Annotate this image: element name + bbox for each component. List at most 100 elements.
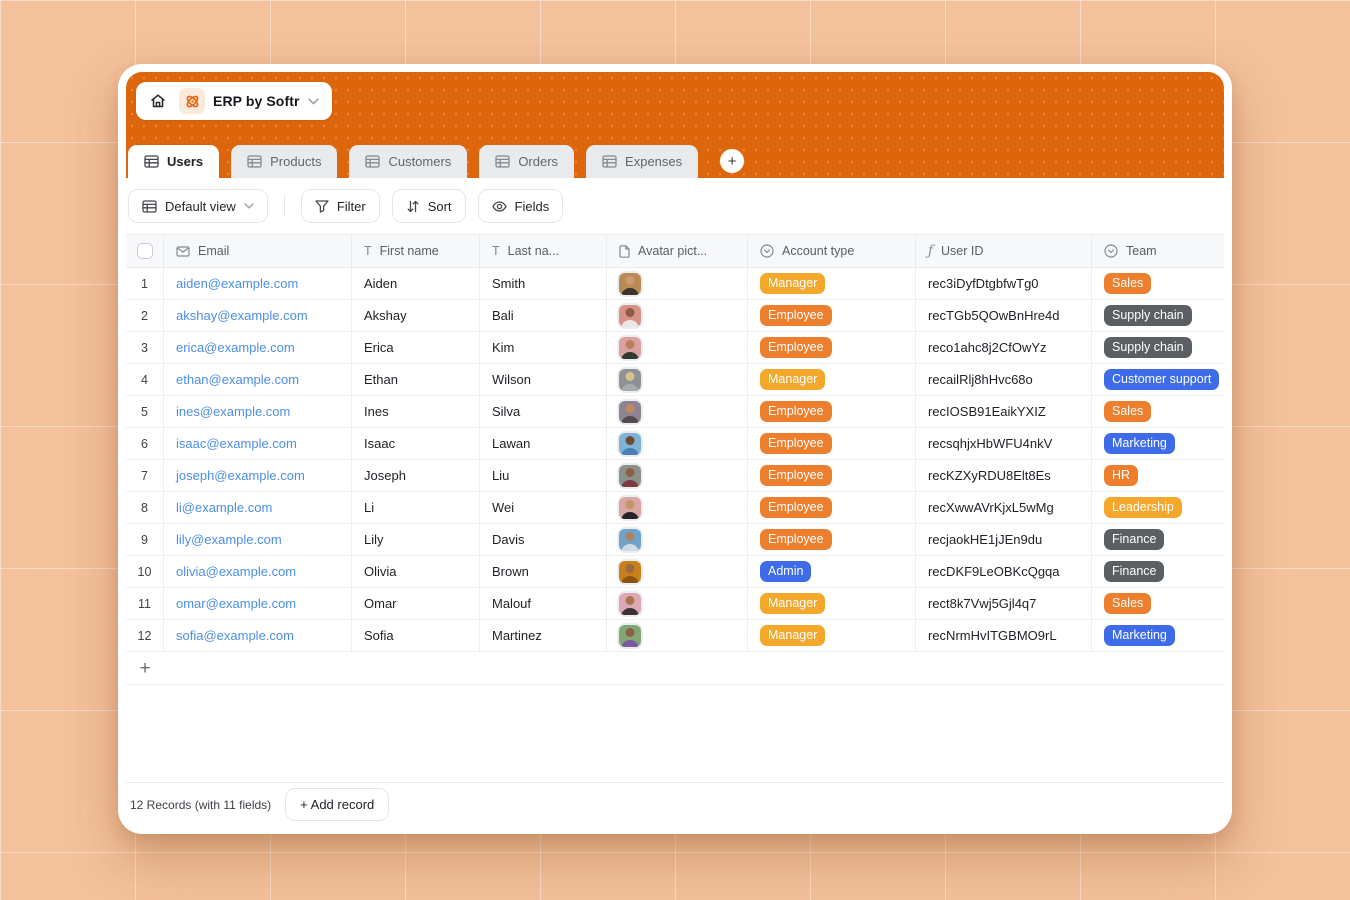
user-id-cell[interactable]: recNrmHvITGBMO9rL xyxy=(916,620,1092,651)
app-select[interactable]: ERP by Softr xyxy=(179,88,319,114)
user-id-cell[interactable]: recXwwAVrKjxL5wMg xyxy=(916,492,1092,523)
row-number-cell[interactable]: 3 xyxy=(126,332,164,363)
account-type-cell[interactable]: Employee xyxy=(748,428,916,459)
email-cell[interactable]: aiden@example.com xyxy=(164,268,352,299)
filter-button[interactable]: Filter xyxy=(300,189,380,223)
team-cell[interactable]: Finance xyxy=(1092,556,1224,587)
email-link[interactable]: li@example.com xyxy=(176,500,273,515)
team-cell[interactable]: Leadership xyxy=(1092,492,1224,523)
first-name-cell[interactable]: Olivia xyxy=(352,556,480,587)
home-button[interactable] xyxy=(147,90,169,112)
add-row-button[interactable]: + xyxy=(126,652,1224,685)
email-cell[interactable]: akshay@example.com xyxy=(164,300,352,331)
add-record-button[interactable]: + Add record xyxy=(285,788,390,821)
first-name-cell[interactable]: Omar xyxy=(352,588,480,619)
team-cell[interactable]: Supply chain xyxy=(1092,332,1224,363)
last-name-cell[interactable]: Smith xyxy=(480,268,607,299)
avatar-cell[interactable] xyxy=(607,364,748,395)
row-number-cell[interactable]: 1 xyxy=(126,268,164,299)
user-id-cell[interactable]: rect8k7Vwj5Gjl4q7 xyxy=(916,588,1092,619)
email-link[interactable]: ines@example.com xyxy=(176,404,291,419)
last-name-cell[interactable]: Kim xyxy=(480,332,607,363)
email-link[interactable]: omar@example.com xyxy=(176,596,297,611)
column-header-user-id[interactable]: ƒ User ID xyxy=(916,235,1092,267)
email-cell[interactable]: lily@example.com xyxy=(164,524,352,555)
column-header-email[interactable]: Email xyxy=(164,235,352,267)
sort-button[interactable]: Sort xyxy=(391,189,466,223)
select-all-checkbox[interactable] xyxy=(136,243,153,259)
email-cell[interactable]: isaac@example.com xyxy=(164,428,352,459)
account-type-cell[interactable]: Employee xyxy=(748,332,916,363)
team-cell[interactable]: Marketing xyxy=(1092,620,1224,651)
row-number-cell[interactable]: 7 xyxy=(126,460,164,491)
row-number-cell[interactable]: 2 xyxy=(126,300,164,331)
last-name-cell[interactable]: Davis xyxy=(480,524,607,555)
email-cell[interactable]: omar@example.com xyxy=(164,588,352,619)
column-header-account-type[interactable]: Account type xyxy=(748,235,916,267)
row-number-cell[interactable]: 4 xyxy=(126,364,164,395)
avatar-cell[interactable] xyxy=(607,492,748,523)
account-type-cell[interactable]: Employee xyxy=(748,396,916,427)
email-cell[interactable]: olivia@example.com xyxy=(164,556,352,587)
email-cell[interactable]: ines@example.com xyxy=(164,396,352,427)
email-cell[interactable]: li@example.com xyxy=(164,492,352,523)
column-header-last-name[interactable]: T Last na... xyxy=(480,235,607,267)
user-id-cell[interactable]: recIOSB91EaikYXIZ xyxy=(916,396,1092,427)
account-type-cell[interactable]: Manager xyxy=(748,620,916,651)
first-name-cell[interactable]: Aiden xyxy=(352,268,480,299)
column-header-team[interactable]: Team xyxy=(1092,235,1224,267)
team-cell[interactable]: Finance xyxy=(1092,524,1224,555)
last-name-cell[interactable]: Martinez xyxy=(480,620,607,651)
last-name-cell[interactable]: Malouf xyxy=(480,588,607,619)
email-link[interactable]: olivia@example.com xyxy=(176,564,297,579)
last-name-cell[interactable]: Silva xyxy=(480,396,607,427)
user-id-cell[interactable]: recTGb5QOwBnHre4d xyxy=(916,300,1092,331)
first-name-cell[interactable]: Joseph xyxy=(352,460,480,491)
avatar-cell[interactable] xyxy=(607,524,748,555)
tab-users[interactable]: Users xyxy=(128,145,220,178)
first-name-cell[interactable]: Erica xyxy=(352,332,480,363)
avatar-cell[interactable] xyxy=(607,300,748,331)
account-type-cell[interactable]: Manager xyxy=(748,588,916,619)
first-name-cell[interactable]: Sofia xyxy=(352,620,480,651)
team-cell[interactable]: Sales xyxy=(1092,588,1224,619)
last-name-cell[interactable]: Bali xyxy=(480,300,607,331)
avatar-cell[interactable] xyxy=(607,428,748,459)
user-id-cell[interactable]: recsqhjxHbWFU4nkV xyxy=(916,428,1092,459)
email-link[interactable]: aiden@example.com xyxy=(176,276,299,291)
row-number-cell[interactable]: 10 xyxy=(126,556,164,587)
account-type-cell[interactable]: Manager xyxy=(748,364,916,395)
user-id-cell[interactable]: recjaokHE1jJEn9du xyxy=(916,524,1092,555)
fields-button[interactable]: Fields xyxy=(477,189,564,223)
avatar-cell[interactable] xyxy=(607,620,748,651)
email-link[interactable]: lily@example.com xyxy=(176,532,282,547)
row-number-cell[interactable]: 6 xyxy=(126,428,164,459)
email-link[interactable]: joseph@example.com xyxy=(176,468,305,483)
team-cell[interactable]: Marketing xyxy=(1092,428,1224,459)
avatar-cell[interactable] xyxy=(607,396,748,427)
view-selector-button[interactable]: Default view xyxy=(128,189,268,223)
last-name-cell[interactable]: Brown xyxy=(480,556,607,587)
account-type-cell[interactable]: Employee xyxy=(748,460,916,491)
tab-products[interactable]: Products xyxy=(231,145,338,178)
last-name-cell[interactable]: Wei xyxy=(480,492,607,523)
user-id-cell[interactable]: recailRlj8hHvc68o xyxy=(916,364,1092,395)
email-link[interactable]: akshay@example.com xyxy=(176,308,308,323)
email-link[interactable]: sofia@example.com xyxy=(176,628,294,643)
row-number-cell[interactable]: 11 xyxy=(126,588,164,619)
avatar-cell[interactable] xyxy=(607,460,748,491)
user-id-cell[interactable]: rec3iDyfDtgbfwTg0 xyxy=(916,268,1092,299)
account-type-cell[interactable]: Admin xyxy=(748,556,916,587)
team-cell[interactable]: HR xyxy=(1092,460,1224,491)
first-name-cell[interactable]: Akshay xyxy=(352,300,480,331)
account-type-cell[interactable]: Employee xyxy=(748,492,916,523)
row-number-cell[interactable]: 8 xyxy=(126,492,164,523)
email-cell[interactable]: ethan@example.com xyxy=(164,364,352,395)
user-id-cell[interactable]: recKZXyRDU8Elt8Es xyxy=(916,460,1092,491)
user-id-cell[interactable]: reco1ahc8j2CfOwYz xyxy=(916,332,1092,363)
email-cell[interactable]: sofia@example.com xyxy=(164,620,352,651)
avatar-cell[interactable] xyxy=(607,268,748,299)
row-number-cell[interactable]: 5 xyxy=(126,396,164,427)
email-link[interactable]: erica@example.com xyxy=(176,340,295,355)
tab-expenses[interactable]: Expenses xyxy=(586,145,699,178)
